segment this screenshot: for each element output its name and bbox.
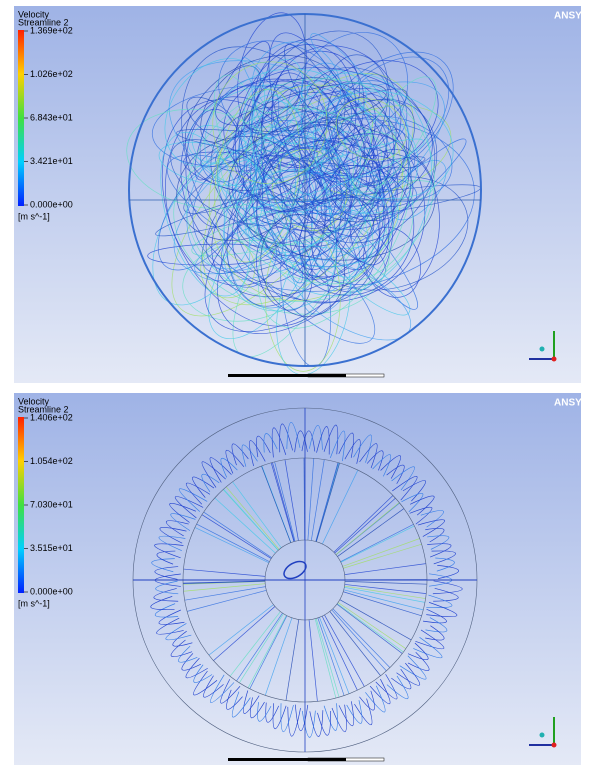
legend-tick-label: 1.026e+02 — [30, 69, 73, 79]
triad-marker — [540, 347, 545, 352]
legend-tick-label: 3.421e+01 — [30, 156, 73, 166]
legend-tick-label: 1.054e+02 — [30, 456, 73, 466]
legend-unit: [m s^-1] — [18, 598, 50, 608]
triad-origin — [552, 743, 557, 748]
logo: ANSYS — [554, 11, 589, 22]
legend-unit: [m s^-1] — [18, 211, 50, 221]
legend-tick-label: 0.000e+00 — [30, 586, 73, 596]
scale-bar — [228, 758, 308, 761]
logo: ANSYS — [554, 398, 589, 409]
page: VelocityStreamline 21.369e+021.026e+026.… — [0, 0, 595, 773]
panel: VelocityStreamline 21.369e+021.026e+026.… — [14, 4, 589, 383]
legend-tick-label: 1.406e+02 — [30, 412, 73, 422]
triad-origin — [552, 357, 557, 362]
legend-tick-label: 6.843e+01 — [30, 112, 73, 122]
triad-marker — [540, 733, 545, 738]
color-bar — [18, 417, 24, 593]
scale-bar — [308, 374, 346, 377]
legend-tick-label: 0.000e+00 — [30, 199, 73, 209]
legend-tick-label: 7.030e+01 — [30, 499, 73, 509]
scale-bar — [228, 374, 308, 377]
legend-tick-label: 3.515e+01 — [30, 543, 73, 553]
legend-tick-label: 1.369e+02 — [30, 25, 73, 35]
panel-background — [14, 393, 581, 765]
color-bar — [18, 30, 24, 206]
scale-bar — [308, 758, 346, 761]
